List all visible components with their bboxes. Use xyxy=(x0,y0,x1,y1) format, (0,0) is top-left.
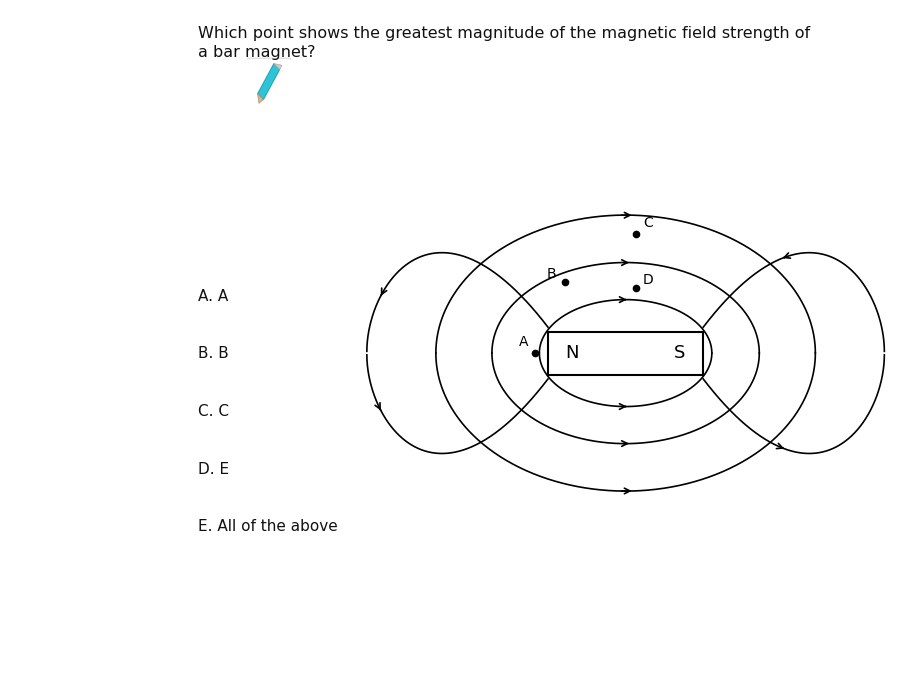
FancyBboxPatch shape xyxy=(245,58,291,110)
Text: A: A xyxy=(518,335,528,349)
Text: N: N xyxy=(565,344,578,362)
Text: B: B xyxy=(547,267,556,280)
Polygon shape xyxy=(257,94,263,103)
Text: S: S xyxy=(673,344,684,362)
Text: a bar magnet?: a bar magnet? xyxy=(198,45,315,60)
Bar xyxy=(548,331,702,375)
Text: E. All of the above: E. All of the above xyxy=(198,519,337,534)
Text: D: D xyxy=(642,273,652,287)
Polygon shape xyxy=(274,64,281,69)
Text: Which point shows the greatest magnitude of the magnetic field strength of: Which point shows the greatest magnitude… xyxy=(198,26,809,41)
Polygon shape xyxy=(257,64,279,100)
Text: B. B: B. B xyxy=(198,346,228,361)
Text: D. E: D. E xyxy=(198,462,229,477)
Text: A. A: A. A xyxy=(198,289,228,304)
Text: C: C xyxy=(642,216,652,230)
Text: C. C: C. C xyxy=(198,404,229,419)
